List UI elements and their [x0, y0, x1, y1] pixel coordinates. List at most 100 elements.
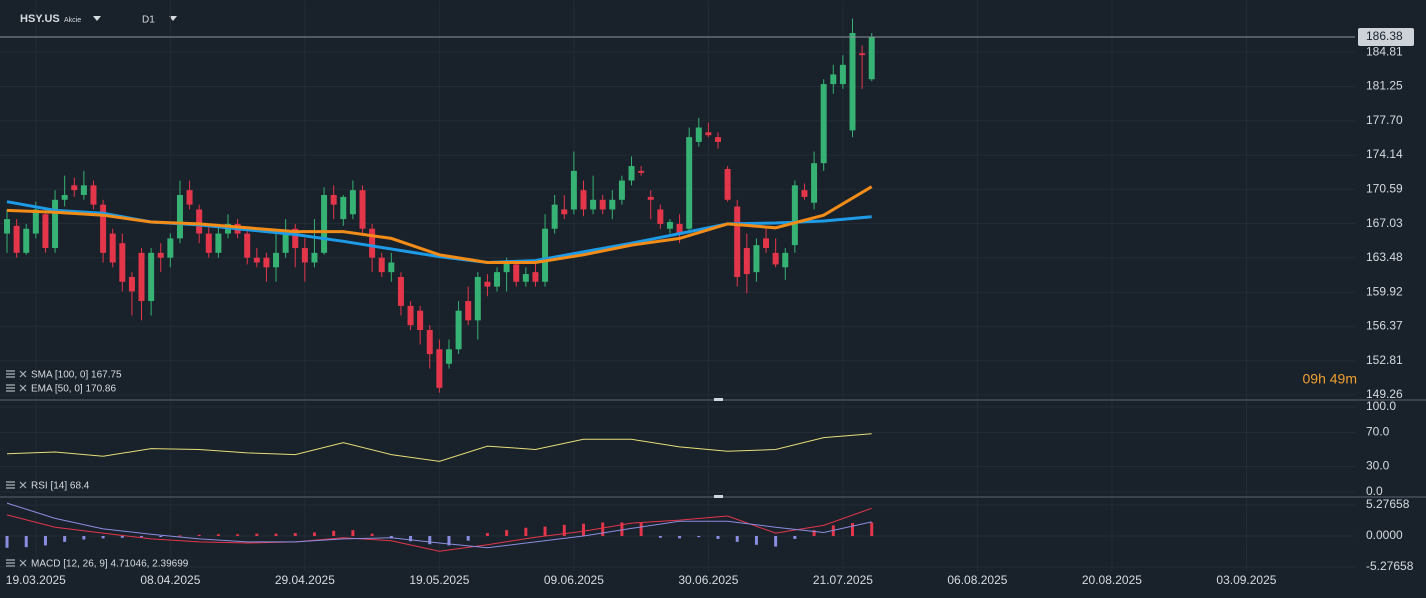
- candle-body: [369, 228, 376, 258]
- candle-body: [349, 190, 356, 215]
- x-tick-label: 29.04.2025: [275, 573, 335, 587]
- candle-body: [474, 276, 481, 321]
- candle-body: [570, 170, 577, 210]
- y-tick-label: 159.92: [1366, 284, 1403, 298]
- candle-body: [647, 196, 654, 200]
- current-price-box: [1358, 28, 1414, 47]
- macd-histogram-bar: [82, 535, 86, 540]
- macd-histogram-bar: [754, 535, 758, 545]
- candle-body: [561, 209, 568, 215]
- indicator-legend: MACD [12, 26, 9] 4.71046, 2.39699: [31, 559, 189, 570]
- candle-body: [522, 274, 529, 282]
- y-tick-label: 0.0000: [1366, 528, 1403, 542]
- y-tick-label: 30.0: [1366, 459, 1390, 473]
- macd-histogram-bar: [447, 535, 451, 546]
- y-tick-label: 181.25: [1366, 79, 1403, 93]
- candle-body: [801, 190, 808, 197]
- candle-body: [119, 243, 126, 282]
- candle-body: [465, 301, 472, 321]
- candle-body: [42, 214, 49, 249]
- macd-histogram-bar: [428, 535, 432, 545]
- candle-body: [292, 228, 299, 249]
- macd-histogram-bar: [197, 534, 201, 536]
- candle-body: [763, 238, 770, 249]
- candle-body: [32, 209, 39, 234]
- macd-histogram-bar: [774, 535, 778, 547]
- indicator-legend: EMA [50, 0] 170.86: [31, 384, 116, 395]
- macd-histogram-bar: [562, 524, 566, 536]
- candle-body: [445, 349, 452, 364]
- candle-body: [4, 219, 11, 234]
- candle-body: [638, 170, 645, 173]
- candle-body: [532, 272, 539, 282]
- candle-body: [282, 233, 289, 253]
- candle-body: [820, 84, 827, 164]
- x-tick-label: 19.05.2025: [409, 573, 469, 587]
- candle-body: [590, 199, 597, 210]
- y-tick-label: 0.0: [1366, 484, 1383, 498]
- macd-histogram-bar: [5, 535, 9, 548]
- macd-histogram-bar: [678, 535, 682, 539]
- candle-body: [791, 185, 798, 246]
- macd-histogram-bar: [812, 530, 816, 536]
- candle-body: [80, 185, 87, 195]
- candle-body: [686, 137, 693, 229]
- candle-body: [839, 64, 846, 85]
- candle-body: [301, 248, 308, 263]
- macd-histogram-bar: [581, 523, 585, 536]
- candle-body: [215, 233, 222, 253]
- candle-body: [90, 185, 97, 205]
- legend-icons: [6, 370, 27, 567]
- candle-body: [13, 225, 20, 253]
- y-tick-label: 174.14: [1366, 147, 1403, 161]
- y-tick-label: 70.0: [1366, 425, 1390, 439]
- x-tick-label: 03.09.2025: [1216, 573, 1276, 587]
- macd-signal-line: [6, 502, 872, 549]
- candle-body: [868, 37, 875, 80]
- y-tick-label: 177.70: [1366, 113, 1403, 127]
- candle-body: [176, 194, 183, 239]
- pane-resize-handle[interactable]: [714, 495, 723, 498]
- x-tick-label: 06.08.2025: [947, 573, 1007, 587]
- current-price-label: 186.38: [1366, 29, 1403, 43]
- candle-body: [666, 221, 673, 229]
- candle-body: [830, 74, 837, 85]
- candle-body: [273, 252, 280, 268]
- macd-histogram-bar: [140, 535, 144, 538]
- candle-body: [167, 238, 174, 258]
- candle-body: [734, 206, 741, 277]
- timeframe[interactable]: D1: [142, 15, 155, 26]
- indicator-legend: SMA [100, 0] 167.75: [31, 370, 122, 381]
- macd-histogram-bar: [43, 535, 47, 546]
- candle-body: [657, 209, 664, 224]
- x-tick-label: 19.03.2025: [6, 573, 66, 587]
- macd-histogram-bar: [159, 535, 163, 537]
- macd-histogram-bar: [332, 530, 336, 536]
- x-tick-label: 09.06.2025: [544, 573, 604, 587]
- macd-histogram-bar: [63, 535, 67, 542]
- candle-body: [849, 32, 856, 131]
- candle-body: [378, 257, 385, 273]
- candle-body: [148, 252, 155, 302]
- candle-body: [128, 276, 135, 292]
- candle-body: [551, 204, 558, 229]
- candle-body: [138, 252, 145, 302]
- candle-body: [484, 281, 491, 287]
- macd-histogram-bar: [620, 522, 624, 536]
- macd-histogram-bar: [735, 535, 739, 542]
- candle-body: [359, 190, 366, 229]
- candle-body: [455, 310, 462, 350]
- symbol-dropdown[interactable]: [93, 16, 101, 21]
- y-tick-label: 149.26: [1366, 387, 1403, 401]
- macd-histogram-bar: [274, 533, 278, 536]
- candle-body: [157, 252, 164, 258]
- candle-body: [753, 245, 760, 273]
- pane-resize-handle[interactable]: [714, 398, 723, 401]
- symbol[interactable]: HSY.US: [20, 13, 60, 25]
- candle-body: [263, 257, 270, 268]
- candle-body: [61, 194, 68, 200]
- candle-body: [628, 166, 635, 181]
- timeframe-dropdown[interactable]: [169, 16, 177, 21]
- macd-histogram-bar: [793, 535, 797, 539]
- candle-body: [321, 194, 328, 253]
